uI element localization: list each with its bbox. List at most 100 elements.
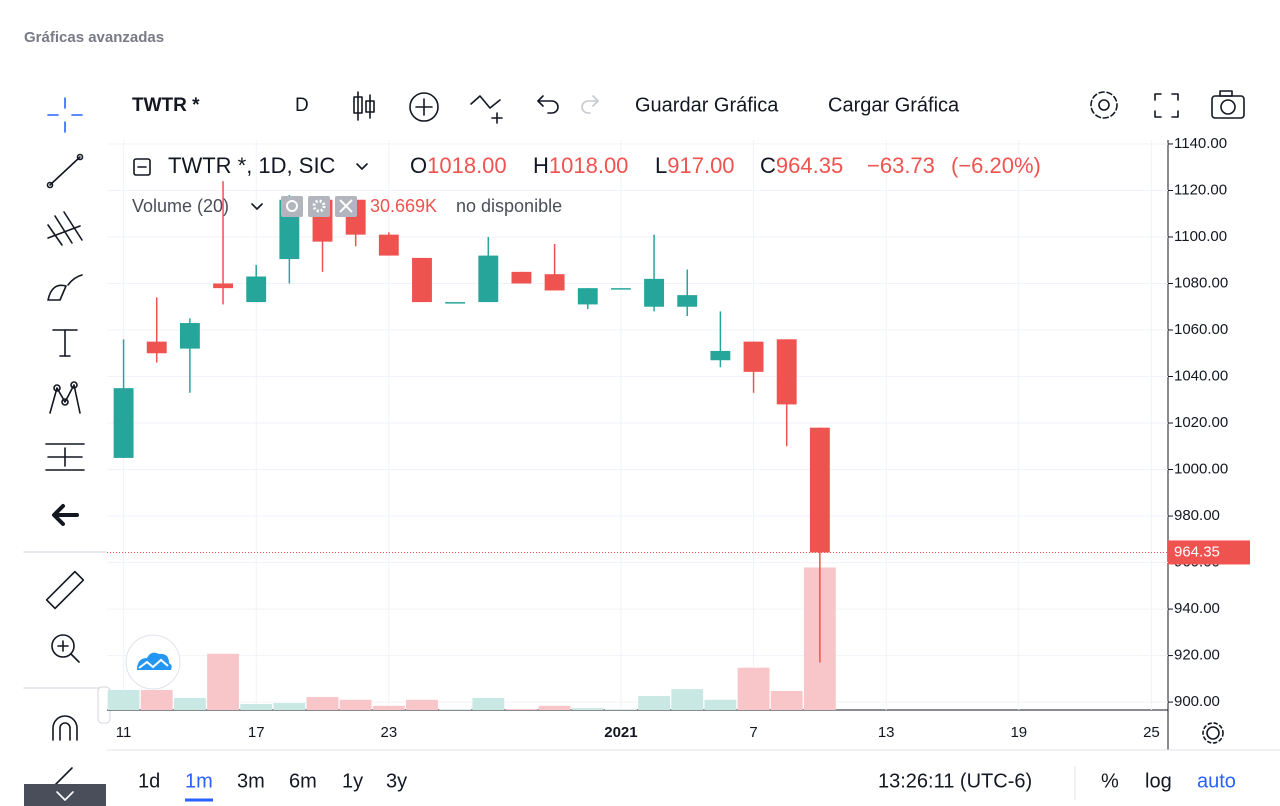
- tv-logo[interactable]: [125, 634, 181, 690]
- candle-body: [710, 350, 731, 361]
- volume-bar: [737, 667, 770, 710]
- y-tick-label: 1080.00: [1174, 274, 1228, 291]
- range-button[interactable]: 1y: [342, 770, 363, 792]
- range-button[interactable]: 3m: [237, 770, 265, 792]
- x-tick-label: 2021: [604, 724, 637, 741]
- y-tick-label: 1120.00: [1174, 181, 1227, 198]
- redo-button[interactable]: [581, 95, 599, 114]
- volume-bar: [273, 703, 306, 710]
- pattern-tool[interactable]: [49, 381, 81, 414]
- x-tick-label: 19: [1010, 724, 1027, 741]
- text-tool[interactable]: [52, 329, 78, 357]
- y-tick-label: 920.00: [1174, 647, 1220, 664]
- ohlc-value: 1018.00: [549, 153, 629, 178]
- volume-name: Volume (20): [132, 196, 229, 216]
- crosshair-tool[interactable]: [47, 97, 83, 133]
- candle-body: [511, 271, 532, 284]
- percent-toggle[interactable]: %: [1101, 770, 1119, 792]
- chart-style-button[interactable]: [353, 91, 375, 121]
- x-tick-label: 11: [116, 724, 132, 741]
- draw-mode-tool[interactable]: [24, 767, 106, 806]
- candle-body: [412, 257, 432, 303]
- ohlc-value: 917.00: [667, 153, 734, 178]
- y-tick-label: 1040.00: [1174, 367, 1228, 384]
- y-tick-label: 1100.00: [1174, 228, 1227, 245]
- brush-tool[interactable]: [47, 274, 83, 301]
- fib-tool[interactable]: [47, 211, 83, 246]
- candle-body: [743, 341, 764, 372]
- volume-bar: [306, 696, 339, 710]
- ohlc-key: C: [760, 153, 776, 178]
- x-tick-label: 25: [1143, 724, 1160, 741]
- volume-bar: [770, 690, 803, 710]
- y-tick-label: 940.00: [1174, 600, 1220, 617]
- ohlc-key: L: [655, 153, 667, 178]
- candle-body: [677, 295, 698, 307]
- volume-bar: [107, 690, 140, 710]
- volume-bar: [173, 697, 206, 710]
- gear-icon: [312, 199, 326, 213]
- last-price-tag: [1168, 540, 1250, 565]
- plot: 900.00920.00940.00960.00980.001000.00102…: [107, 135, 1250, 741]
- symbol-button[interactable]: TWTR *: [132, 95, 200, 116]
- settings-button[interactable]: [1090, 91, 1118, 119]
- candle-body: [445, 302, 466, 304]
- y-tick-label: 1020.00: [1174, 414, 1228, 431]
- volume-bar: [472, 697, 505, 710]
- volume-status: no disponible: [456, 196, 562, 216]
- collapse-legend[interactable]: [133, 158, 151, 176]
- x-tick-label: 7: [749, 724, 757, 741]
- back-button[interactable]: [52, 504, 79, 526]
- settings-button[interactable]: [308, 196, 330, 217]
- last-price-label: 964.35: [1174, 543, 1220, 560]
- indicators-button[interactable]: [470, 95, 503, 124]
- clock: 13:26:11 (UTC-6): [878, 770, 1032, 792]
- auto-toggle[interactable]: auto: [1197, 770, 1236, 792]
- y-tick-label: 1000.00: [1174, 461, 1228, 478]
- measure-tool[interactable]: [45, 570, 85, 610]
- prediction-tool[interactable]: [45, 443, 85, 471]
- volume-bar: [538, 705, 571, 710]
- zoom-tool[interactable]: [51, 634, 80, 663]
- candle-body: [809, 427, 830, 553]
- magnet-tool[interactable]: [52, 715, 78, 741]
- legend-chevron[interactable]: [356, 163, 368, 170]
- compare-button[interactable]: [409, 92, 439, 122]
- volume-bar: [140, 690, 173, 710]
- candle-body: [213, 283, 233, 289]
- ohlc-value: 964.35: [776, 153, 843, 178]
- candle-body: [378, 234, 399, 256]
- volume-bar: [505, 709, 538, 710]
- candle-body: [644, 278, 665, 307]
- fullscreen-button[interactable]: [1154, 93, 1179, 118]
- load-button[interactable]: Cargar Gráfica: [828, 94, 960, 116]
- range-button[interactable]: 1d: [138, 770, 160, 792]
- y-tick-label: 1140.00: [1174, 135, 1227, 152]
- volume-chevron[interactable]: [251, 203, 263, 210]
- range-button[interactable]: 3y: [386, 770, 407, 792]
- axis-settings-button[interactable]: [1202, 722, 1224, 744]
- x-tick-label: 17: [248, 724, 265, 741]
- volume-bar: [339, 699, 372, 710]
- y-tick-label: 1060.00: [1174, 321, 1228, 338]
- candle-body: [776, 339, 797, 405]
- change: −63.73: [867, 153, 935, 178]
- snapshot-button[interactable]: [1211, 90, 1245, 119]
- save-button[interactable]: Guardar Gráfica: [635, 94, 779, 116]
- undo-button[interactable]: [537, 95, 559, 114]
- range-button[interactable]: 1m: [185, 770, 213, 792]
- eye-icon: [286, 200, 298, 212]
- log-toggle[interactable]: log: [1145, 770, 1172, 792]
- interval-button[interactable]: D: [295, 95, 309, 116]
- y-tick-label: 900.00: [1174, 693, 1220, 710]
- trendline-tool[interactable]: [46, 153, 84, 189]
- legend-symbol: TWTR *, 1D, SIC: [168, 153, 336, 178]
- volume-bar: [372, 705, 405, 710]
- ohlc-key: H: [533, 153, 549, 178]
- volume-bar: [704, 699, 737, 710]
- range-button[interactable]: 6m: [289, 770, 317, 792]
- visibility-button[interactable]: [281, 196, 303, 217]
- change-pct: (−6.20%): [951, 153, 1041, 178]
